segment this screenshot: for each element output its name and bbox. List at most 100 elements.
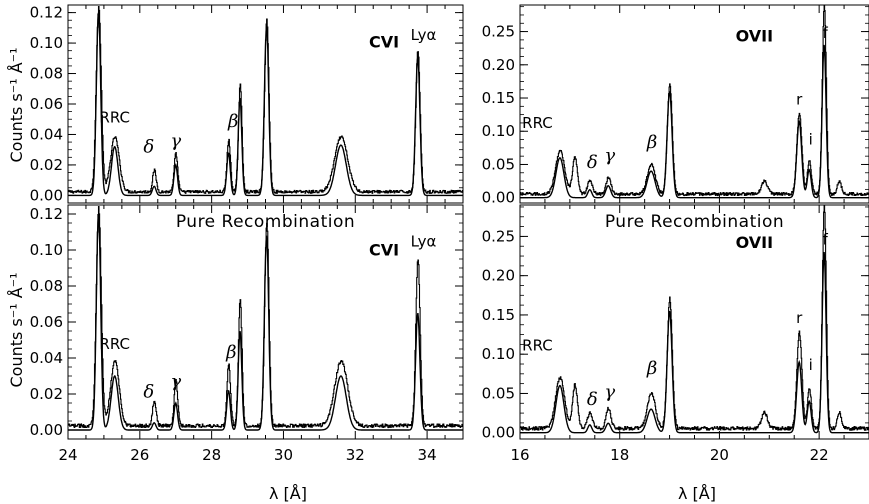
y-tick-label: 0.10 <box>30 241 63 259</box>
x-tick-label: 26 <box>130 446 149 464</box>
y-tick-label: 0.05 <box>482 384 515 402</box>
line-annotation: Lyα <box>411 26 437 44</box>
y-tick-label: 0.05 <box>482 155 515 173</box>
y-tick-label: 0.10 <box>482 345 515 363</box>
model-spectrum-line <box>520 252 869 434</box>
y-tick: 0.06 <box>30 95 463 113</box>
x-tick-label-group: 16 <box>510 446 529 464</box>
x-tick-label-group: 22 <box>810 446 829 464</box>
y-tick-label: 0.25 <box>482 227 515 245</box>
x-tick-label-group: 30 <box>274 446 293 464</box>
y-tick-label: 0.08 <box>30 277 63 295</box>
panel-ovii-bottom: 0.00 0.05 0.10 0.15 0.20 0.25 16 18 20 22 Pure Rec… <box>482 204 869 464</box>
y-tick: 0.12 <box>30 4 463 22</box>
line-annotation: γ <box>604 145 615 166</box>
y-tick-label: 0.20 <box>482 267 515 285</box>
line-annotation: CVI <box>369 33 399 52</box>
line-annotation: γ <box>170 371 181 392</box>
y-tick-label: 0.04 <box>30 125 63 143</box>
y-tick-label: 0.04 <box>30 349 63 367</box>
line-annotation: γ <box>604 381 615 402</box>
line-annotation: r <box>796 91 803 109</box>
panel-cvi-bottom: 0.00 0.02 0.04 0.06 0.08 0.10 0.12 24 26 28 30 32 34… <box>30 204 464 464</box>
line-annotation: δ <box>587 152 598 173</box>
y-tick: 0.06 <box>30 313 463 331</box>
x-tick-label: 22 <box>810 446 829 464</box>
line-annotation: i <box>809 356 813 374</box>
line-annotation: OVII <box>736 27 773 46</box>
line-annotation: β <box>646 132 657 153</box>
y-tick-label: 0.00 <box>482 189 515 207</box>
y-tick-label: 0.02 <box>30 385 63 403</box>
x-tick-label: 32 <box>346 446 365 464</box>
x-tick-label: 20 <box>710 446 729 464</box>
x-tick-label-group: 28 <box>202 446 221 464</box>
line-annotation: OVII <box>736 233 773 252</box>
y-tick-label: 0.20 <box>482 56 515 74</box>
y-tick-label: 0.10 <box>482 122 515 140</box>
panel-title: Pure Recombination <box>605 212 784 232</box>
line-annotation: δ <box>143 137 154 158</box>
y-axis-label-top: Counts s⁻¹ Å⁻¹ <box>7 47 26 162</box>
panel-title: Pure Recombination <box>176 212 355 232</box>
x-tick-label: 16 <box>510 446 529 464</box>
line-annotation: CVI <box>369 240 399 259</box>
y-tick: 0.15 <box>482 89 869 107</box>
y-axis-label-bottom: Counts s⁻¹ Å⁻¹ <box>7 272 26 387</box>
x-tick-label: 24 <box>58 446 77 464</box>
line-annotation: δ <box>143 382 154 403</box>
y-tick-label: 0.00 <box>482 424 515 442</box>
line-annotation: β <box>646 358 657 379</box>
line-annotation: r <box>796 309 803 327</box>
observed-spectrum-line <box>520 205 869 431</box>
x-axis-label-left: λ [Å] <box>269 484 307 503</box>
x-tick-label: 30 <box>274 446 293 464</box>
y-tick-label: 0.10 <box>30 34 63 52</box>
y-tick: 0.20 <box>482 267 869 285</box>
y-tick-label: 0.08 <box>30 65 63 83</box>
y-tick-label: 0.15 <box>482 89 515 107</box>
x-tick-label-group: 24 <box>58 446 77 464</box>
line-annotation: Lyα <box>411 232 437 250</box>
x-tick-label-group: 34 <box>418 446 437 464</box>
y-tick-label: 0.25 <box>482 23 515 41</box>
x-tick-label-group: 32 <box>346 446 365 464</box>
y-tick-label: 0.02 <box>30 156 63 174</box>
x-tick-label: 34 <box>418 446 437 464</box>
model-spectrum-line <box>520 44 869 199</box>
y-tick-label: 0.00 <box>30 421 63 439</box>
x-axis-label-right: λ [Å] <box>678 484 716 503</box>
line-annotation: RRC <box>99 335 130 353</box>
observed-spectrum-line <box>520 5 869 197</box>
line-annotation: γ <box>170 131 181 152</box>
y-tick-label: 0.06 <box>30 313 63 331</box>
y-tick-label: 0.12 <box>30 4 63 22</box>
line-annotation: RRC <box>99 108 130 126</box>
line-annotation: RRC <box>522 336 553 354</box>
y-tick-label: 0.15 <box>482 306 515 324</box>
x-tick-label-group: 18 <box>610 446 629 464</box>
x-tick-label: 18 <box>610 446 629 464</box>
observed-spectrum-line <box>68 206 463 429</box>
line-annotation: i <box>809 131 813 149</box>
line-annotation: β <box>225 342 236 363</box>
y-tick: 0.25 <box>482 23 869 41</box>
y-tick-label: 0.12 <box>30 205 63 223</box>
y-tick: 0.20 <box>482 56 869 74</box>
y-tick: 0.08 <box>30 277 463 295</box>
x-tick-label: 28 <box>202 446 221 464</box>
line-annotation: RRC <box>522 114 553 132</box>
x-tick-label-group: 26 <box>130 446 149 464</box>
panel-cvi-top: 0.00 0.02 0.04 0.06 0.08 0.10 0.12 RRC δ γ β CVI Lyα <box>30 4 464 204</box>
line-annotation: δ <box>587 389 598 410</box>
line-annotation: f <box>822 230 828 248</box>
y-tick-label: 0.06 <box>30 95 63 113</box>
x-tick-label-group: 20 <box>710 446 729 464</box>
model-spectrum-line <box>68 214 463 431</box>
y-tick-label: 0.00 <box>30 186 63 204</box>
y-tick: 0.08 <box>30 65 463 83</box>
line-annotation: f <box>822 24 828 42</box>
panel-ovii-top: 0.00 0.05 0.10 0.15 0.20 0.25 RRC δ γ β OVII r i f <box>482 4 869 207</box>
